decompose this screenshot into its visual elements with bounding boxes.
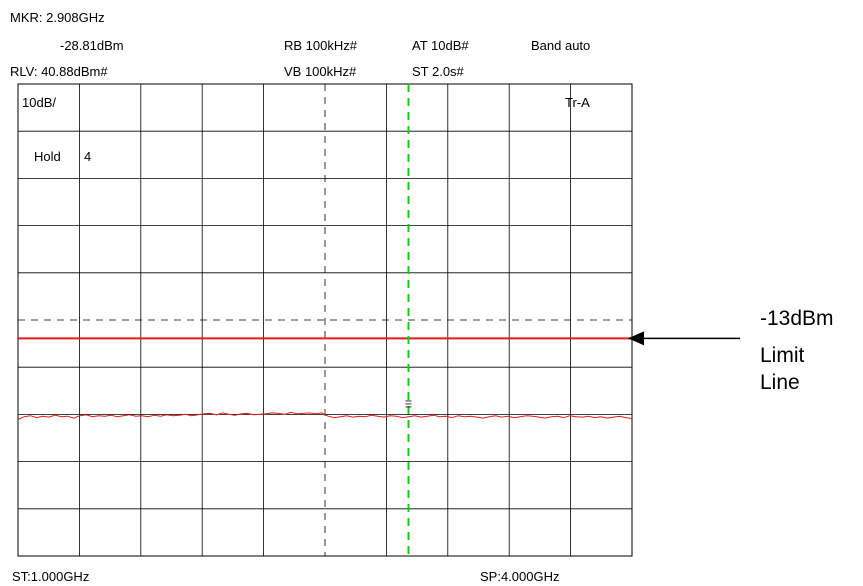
video-bandwidth: VB 100kHz# <box>284 64 357 79</box>
stop-frequency: SP:4.000GHz <box>480 569 560 584</box>
sweep-time: ST 2.0s# <box>412 64 464 79</box>
dashed-reference-lines <box>18 84 632 556</box>
hold-label: Hold <box>34 149 61 164</box>
limit-line-word-limit: Limit <box>760 344 805 367</box>
resolution-bandwidth: RB 100kHz# <box>284 38 357 53</box>
limit-line-arrow <box>628 331 740 346</box>
limit-line-value: -13dBm <box>760 307 834 330</box>
hold-count: 4 <box>84 149 92 164</box>
start-frequency: ST:1.000GHz <box>12 569 90 584</box>
arrow-head <box>628 331 644 346</box>
trace-label: Tr-A <box>565 95 590 110</box>
marker-level: -28.81dBm <box>60 38 124 53</box>
marker-frequency: MKR: 2.908GHz <box>10 10 105 25</box>
trace-a-line <box>17 411 633 420</box>
band-setting: Band auto <box>531 38 591 53</box>
marker-symbol <box>405 400 412 408</box>
limit-line-word-line: Line <box>760 371 800 394</box>
reference-level: RLV: 40.88dBm# <box>10 64 108 79</box>
attenuation: AT 10dB# <box>412 38 469 53</box>
scale-label: 10dB/ <box>22 95 56 110</box>
